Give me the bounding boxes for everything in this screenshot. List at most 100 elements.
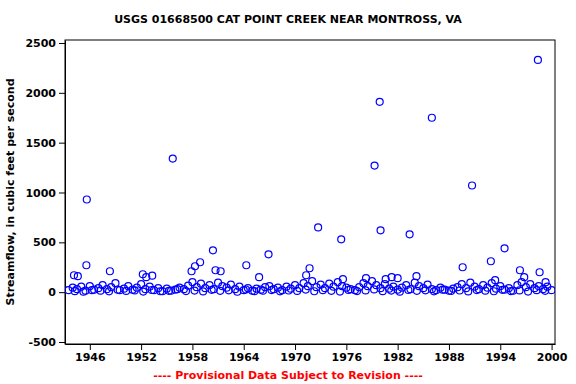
- point: [439, 286, 446, 293]
- point: [459, 264, 466, 271]
- tick-mark: [59, 143, 65, 144]
- point: [234, 288, 241, 295]
- point: [525, 288, 532, 295]
- tick-mark: [59, 192, 65, 193]
- point: [354, 288, 361, 295]
- point: [256, 274, 263, 281]
- tick-label: 1958: [178, 351, 209, 364]
- tick-mark: [59, 93, 65, 94]
- point: [277, 288, 284, 295]
- tick-mark: [500, 344, 501, 350]
- point: [339, 276, 346, 283]
- plot: 1946195219581964197019761982198819942000…: [25, 37, 567, 364]
- tick: -500: [28, 336, 65, 349]
- point: [490, 288, 497, 295]
- y-axis: -500 0 500 1000 1500 2000 2500: [25, 37, 65, 349]
- point: [371, 286, 378, 293]
- point: [294, 287, 301, 294]
- tick: 1500: [25, 137, 65, 150]
- frame: [65, 40, 555, 344]
- title: USGS 01668500 CAT POINT CREEK NEAR MONTR…: [114, 13, 462, 26]
- point: [521, 274, 528, 281]
- point: [319, 287, 326, 294]
- point: [338, 236, 345, 243]
- tick-mark: [552, 344, 553, 350]
- point: [97, 287, 104, 294]
- point: [406, 231, 413, 238]
- tick-label: 2000: [537, 351, 568, 364]
- point: [467, 279, 474, 286]
- tick: 1964: [229, 344, 260, 364]
- point: [83, 196, 90, 203]
- axis-line: [65, 41, 66, 345]
- point: [225, 287, 232, 294]
- point: [106, 288, 113, 295]
- point: [413, 273, 420, 280]
- point: [191, 287, 198, 294]
- chart: 1946195219581964197019761982198819942000…: [0, 0, 576, 384]
- tick-mark: [59, 43, 65, 44]
- tick: 1952: [126, 344, 157, 364]
- tick-mark: [346, 344, 347, 350]
- point: [428, 114, 435, 121]
- tick: 2000: [25, 87, 65, 100]
- point: [422, 287, 429, 294]
- point: [303, 272, 310, 279]
- point: [482, 287, 489, 294]
- point: [251, 288, 258, 295]
- point: [259, 287, 266, 294]
- point: [501, 245, 508, 252]
- point: [131, 287, 138, 294]
- point: [394, 275, 401, 282]
- point: [430, 288, 437, 295]
- tick: 2500: [25, 37, 65, 50]
- point: [148, 286, 155, 293]
- tick: 1000: [25, 187, 65, 200]
- points: [65, 56, 555, 295]
- point: [149, 272, 156, 279]
- tick-label: 500: [33, 236, 56, 249]
- point: [174, 286, 181, 293]
- tick: 1988: [434, 344, 465, 364]
- tick-label: 1952: [126, 351, 157, 364]
- point: [448, 287, 455, 294]
- point: [527, 281, 534, 288]
- point: [306, 265, 313, 272]
- point: [243, 262, 250, 269]
- point: [396, 288, 403, 295]
- point: [188, 268, 195, 275]
- point: [114, 286, 121, 293]
- tick-label: 1988: [434, 351, 465, 364]
- point: [80, 288, 87, 295]
- point: [405, 286, 412, 293]
- point: [371, 162, 378, 169]
- point: [200, 288, 207, 295]
- tick-mark: [398, 344, 399, 350]
- tick: 1976: [332, 344, 363, 364]
- tick-label: 1970: [280, 351, 311, 364]
- tick-mark: [59, 292, 65, 293]
- point: [285, 287, 292, 294]
- point: [106, 268, 113, 275]
- point: [377, 227, 384, 234]
- point: [265, 251, 272, 258]
- x-axis: 1946195219581964197019761982198819942000: [66, 344, 568, 364]
- point: [197, 259, 204, 266]
- tick: 500: [33, 236, 65, 249]
- tick: 1946: [75, 344, 106, 364]
- point: [534, 56, 541, 63]
- point: [473, 287, 480, 294]
- point: [197, 280, 204, 287]
- tick-mark: [59, 242, 65, 243]
- point: [469, 182, 476, 189]
- point: [302, 286, 309, 293]
- tick-label: 1994: [485, 351, 516, 364]
- point: [71, 288, 78, 295]
- point: [492, 277, 499, 284]
- point: [165, 287, 172, 294]
- tick: 0: [48, 286, 65, 299]
- tick-label: -500: [28, 336, 56, 349]
- point: [209, 247, 216, 254]
- point: [516, 267, 523, 274]
- point: [345, 286, 352, 293]
